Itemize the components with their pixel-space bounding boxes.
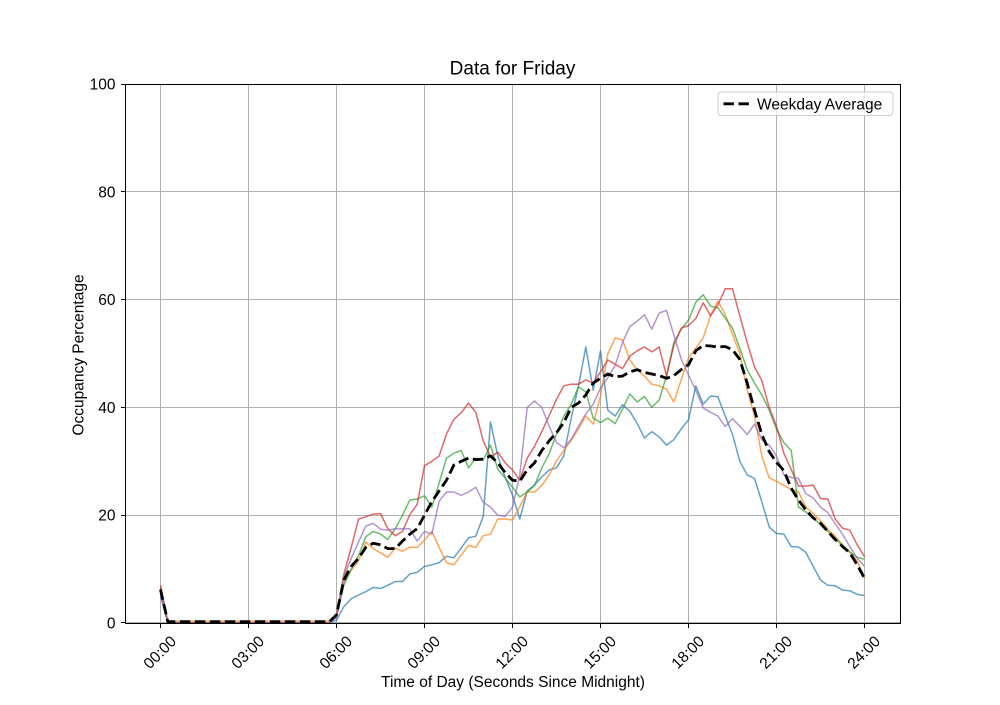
svg-text:60: 60 [98,292,116,309]
svg-text:20: 20 [98,508,116,525]
svg-text:40: 40 [98,400,116,417]
svg-text:100: 100 [90,77,116,94]
svg-text:Data for Friday: Data for Friday [450,59,576,80]
svg-text:Occupancy Percentage: Occupancy Percentage [71,274,88,435]
svg-text:Weekday Average: Weekday Average [757,97,882,114]
svg-text:0: 0 [107,616,116,633]
svg-text:Time of Day (Seconds Since Mid: Time of Day (Seconds Since Midnight) [381,674,645,691]
svg-text:80: 80 [98,184,116,201]
